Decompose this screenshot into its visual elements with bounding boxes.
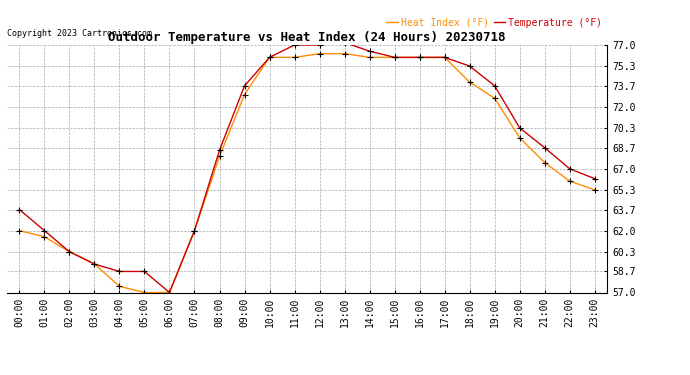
Temperature (°F)	[591, 176, 599, 181]
Title: Outdoor Temperature vs Heat Index (24 Hours) 20230718: Outdoor Temperature vs Heat Index (24 Ho…	[108, 31, 506, 44]
Heat Index (°F)	[115, 284, 124, 289]
Heat Index (°F)	[166, 290, 174, 295]
Heat Index (°F)	[340, 51, 348, 56]
Temperature (°F)	[340, 40, 348, 45]
Temperature (°F)	[466, 64, 474, 68]
Temperature (°F)	[515, 126, 524, 130]
Heat Index (°F)	[591, 188, 599, 192]
Temperature (°F)	[140, 269, 148, 274]
Temperature (°F)	[440, 55, 449, 60]
Temperature (°F)	[290, 43, 299, 47]
Text: Copyright 2023 Cartronics.com: Copyright 2023 Cartronics.com	[7, 28, 152, 38]
Temperature (°F)	[190, 228, 199, 233]
Temperature (°F)	[315, 43, 324, 47]
Heat Index (°F)	[415, 55, 424, 60]
Heat Index (°F)	[290, 55, 299, 60]
Heat Index (°F)	[140, 290, 148, 295]
Temperature (°F)	[90, 262, 99, 266]
Heat Index (°F)	[215, 154, 224, 159]
Heat Index (°F)	[315, 51, 324, 56]
Heat Index (°F)	[66, 249, 74, 254]
Temperature (°F)	[366, 49, 374, 54]
Heat Index (°F)	[15, 228, 23, 233]
Temperature (°F)	[66, 249, 74, 254]
Heat Index (°F)	[566, 179, 574, 183]
Heat Index (°F)	[440, 55, 449, 60]
Heat Index (°F)	[540, 160, 549, 165]
Heat Index (°F)	[491, 96, 499, 100]
Heat Index (°F)	[90, 262, 99, 266]
Heat Index (°F)	[40, 235, 48, 239]
Temperature (°F)	[415, 55, 424, 60]
Heat Index (°F)	[190, 228, 199, 233]
Temperature (°F)	[266, 55, 274, 60]
Heat Index (°F)	[466, 80, 474, 84]
Temperature (°F)	[540, 146, 549, 150]
Legend: Heat Index (°F), Temperature (°F): Heat Index (°F), Temperature (°F)	[386, 18, 602, 28]
Temperature (°F)	[491, 84, 499, 88]
Heat Index (°F)	[366, 55, 374, 60]
Heat Index (°F)	[240, 92, 248, 97]
Temperature (°F)	[215, 148, 224, 152]
Temperature (°F)	[166, 290, 174, 295]
Heat Index (°F)	[391, 55, 399, 60]
Temperature (°F)	[115, 269, 124, 274]
Temperature (°F)	[240, 84, 248, 88]
Temperature (°F)	[391, 55, 399, 60]
Heat Index (°F)	[266, 55, 274, 60]
Temperature (°F)	[15, 207, 23, 212]
Line: Temperature (°F): Temperature (°F)	[17, 40, 598, 295]
Heat Index (°F)	[515, 136, 524, 140]
Line: Heat Index (°F): Heat Index (°F)	[17, 51, 598, 295]
Temperature (°F)	[40, 228, 48, 233]
Temperature (°F)	[566, 166, 574, 171]
